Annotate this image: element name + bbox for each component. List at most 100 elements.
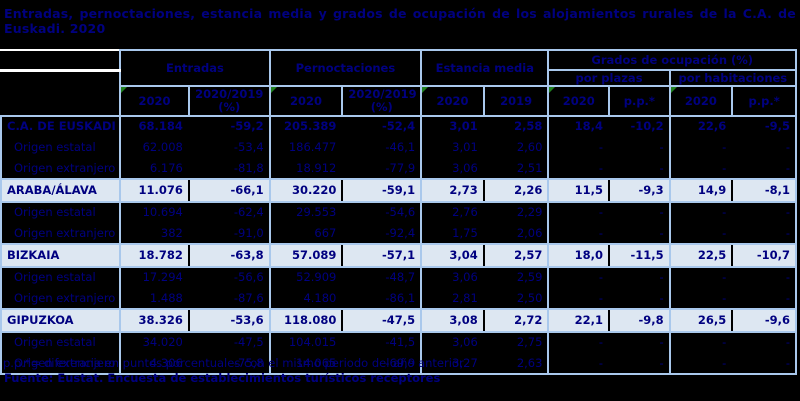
cell-ent: 6.176	[119, 158, 189, 180]
table-row-area: C.A. DE EUSKADI 68.184 -59,2 205.389 -52,4 3,…	[0, 115, 797, 137]
cell-ent-var: -59,2	[188, 115, 271, 137]
cell-ent: 38.326	[119, 308, 189, 333]
cell-per: 14.065	[268, 353, 343, 375]
table-row-origin: Origen estatal 10.694 -62,4 29.553 -54,6 2,76…	[0, 202, 797, 223]
cell-pla: -	[547, 288, 610, 310]
cell-per-var: -92,4	[342, 223, 423, 245]
cell-pla: -	[547, 267, 610, 288]
row-label: Origen extranjero	[0, 288, 122, 310]
row-label: Origen extranjero	[0, 353, 122, 375]
cell-per-var: -69,9	[342, 353, 423, 375]
cell-ent: 10.694	[119, 202, 189, 223]
cell-pla-pp: -	[609, 223, 671, 245]
cell-pla-pp: -9,3	[609, 178, 671, 203]
cell-per: 29.553	[268, 202, 343, 223]
cell-hab: -	[668, 158, 733, 180]
cell-per: 186.477	[268, 137, 343, 158]
cell-ent-var: -91,0	[188, 223, 271, 245]
cell-ent-var: -53,6	[188, 308, 271, 333]
cell-pla-pp: -	[609, 332, 671, 353]
header-grados-ocupacion: Grados de ocupación (%)	[547, 49, 797, 71]
table-title: Entradas, pernoctaciones, estancia media…	[4, 6, 796, 36]
table-row-origin: Origen extranjero 1.488 -87,6 4.180 -86,1 2,8…	[0, 288, 797, 310]
cell-hab: 22,5	[668, 243, 733, 268]
cell-hab: -	[668, 288, 733, 310]
cell-hab: -	[668, 267, 733, 288]
cell-per-var: -77,9	[342, 158, 423, 180]
table-body: C.A. DE EUSKADI 68.184 -59,2 205.389 -52,4 3,…	[0, 115, 797, 375]
cell-ent: 18.782	[119, 243, 189, 268]
cell-pla: -	[547, 332, 610, 353]
cell-per-var: -57,1	[342, 243, 423, 268]
cell-est20: 2,73	[420, 178, 484, 203]
cell-est19: 2,57	[483, 243, 550, 268]
table-row-area: GIPUZKOA 38.326 -53,6 118.080 -47,5 3,08 2,72 2…	[0, 308, 797, 333]
cell-hab-pp: -	[732, 158, 797, 180]
header-por-habitaciones: por habitaciones	[668, 69, 798, 87]
cell-est20: 3,01	[420, 137, 484, 158]
cell-ent-var: -63,8	[188, 243, 271, 268]
cell-pla-pp: -11,5	[609, 243, 671, 268]
cell-per-var: -47,5	[342, 308, 423, 333]
table-row-area: BIZKAIA 18.782 -63,8 57.089 -57,1 3,04 2,57 18,…	[0, 243, 797, 268]
cell-hab-pp: -	[732, 267, 797, 288]
cell-ent-var: -56,6	[188, 267, 271, 288]
cell-per: 4.180	[268, 288, 343, 310]
row-label: Origen estatal	[0, 267, 122, 288]
cell-est19: 2,29	[483, 202, 550, 223]
header-corner	[0, 49, 122, 72]
cell-est20: 3,01	[420, 115, 484, 137]
cell-ent-var: -66,1	[188, 178, 271, 203]
cell-per-var: -54,6	[342, 202, 423, 223]
header-estancia-media: Estancia media	[420, 49, 550, 87]
cell-per-var: -52,4	[342, 115, 423, 137]
cell-hab: -	[668, 353, 733, 375]
cell-per: 30.220	[268, 178, 343, 203]
cell-hab: 14,9	[668, 178, 733, 203]
cell-est19: 2,72	[483, 308, 550, 333]
cell-est19: 2,63	[483, 353, 550, 375]
row-label: Origen estatal	[0, 202, 122, 223]
cell-per: 667	[268, 223, 343, 245]
row-label: Origen estatal	[0, 332, 122, 353]
cell-hab-pp: -9,5	[732, 115, 797, 137]
cell-ent: 11.076	[119, 178, 189, 203]
cell-per-var: -48,7	[342, 267, 423, 288]
cell-per: 205.389	[268, 115, 343, 137]
cell-est19: 2,06	[483, 223, 550, 245]
cell-pla: 18,0	[547, 243, 610, 268]
cell-hab: 22,6	[668, 115, 733, 137]
table-title-line1: Entradas, pernoctaciones, estancia media…	[4, 6, 796, 21]
cell-est19: 2,51	[483, 158, 550, 180]
cell-pla-pp: -	[609, 202, 671, 223]
cell-pla: -	[547, 137, 610, 158]
cell-pla-pp: -	[609, 158, 671, 180]
cell-ent-var: -47,5	[188, 332, 271, 353]
cell-ent-var: -81,8	[188, 158, 271, 180]
cell-hab: -	[668, 202, 733, 223]
cell-per: 57.089	[268, 243, 343, 268]
cell-hab-pp: -	[732, 137, 797, 158]
row-label: BIZKAIA	[0, 243, 122, 268]
source-note: Fuente: Eustat. Encuesta de establecimie…	[4, 371, 441, 385]
cell-pla: 18,4	[547, 115, 610, 137]
header-habitaciones-2020: 2020	[668, 85, 734, 117]
cell-est20: 2,76	[420, 202, 484, 223]
row-label: ARABA/ÁLAVA	[0, 178, 122, 203]
cell-hab-pp: -8,1	[732, 178, 797, 203]
cell-ent: 62.008	[119, 137, 189, 158]
cell-est20: 3,08	[420, 308, 484, 333]
cell-ent-var: -87,6	[188, 288, 271, 310]
cell-pla: -	[547, 202, 610, 223]
cell-per-var: -41,5	[342, 332, 423, 353]
cell-ent: 17.294	[119, 267, 189, 288]
cell-pla-pp: -9,8	[609, 308, 671, 333]
cell-est20: 3,04	[420, 243, 484, 268]
cell-hab: -	[668, 137, 733, 158]
cell-ent: 4.306	[119, 353, 189, 375]
cell-ent-var: -75,8	[188, 353, 271, 375]
cell-hab: 26,5	[668, 308, 733, 333]
table-title-line2: Euskadi. 2020	[4, 21, 106, 36]
cell-per: 104.015	[268, 332, 343, 353]
header-corner-lower	[0, 70, 122, 117]
